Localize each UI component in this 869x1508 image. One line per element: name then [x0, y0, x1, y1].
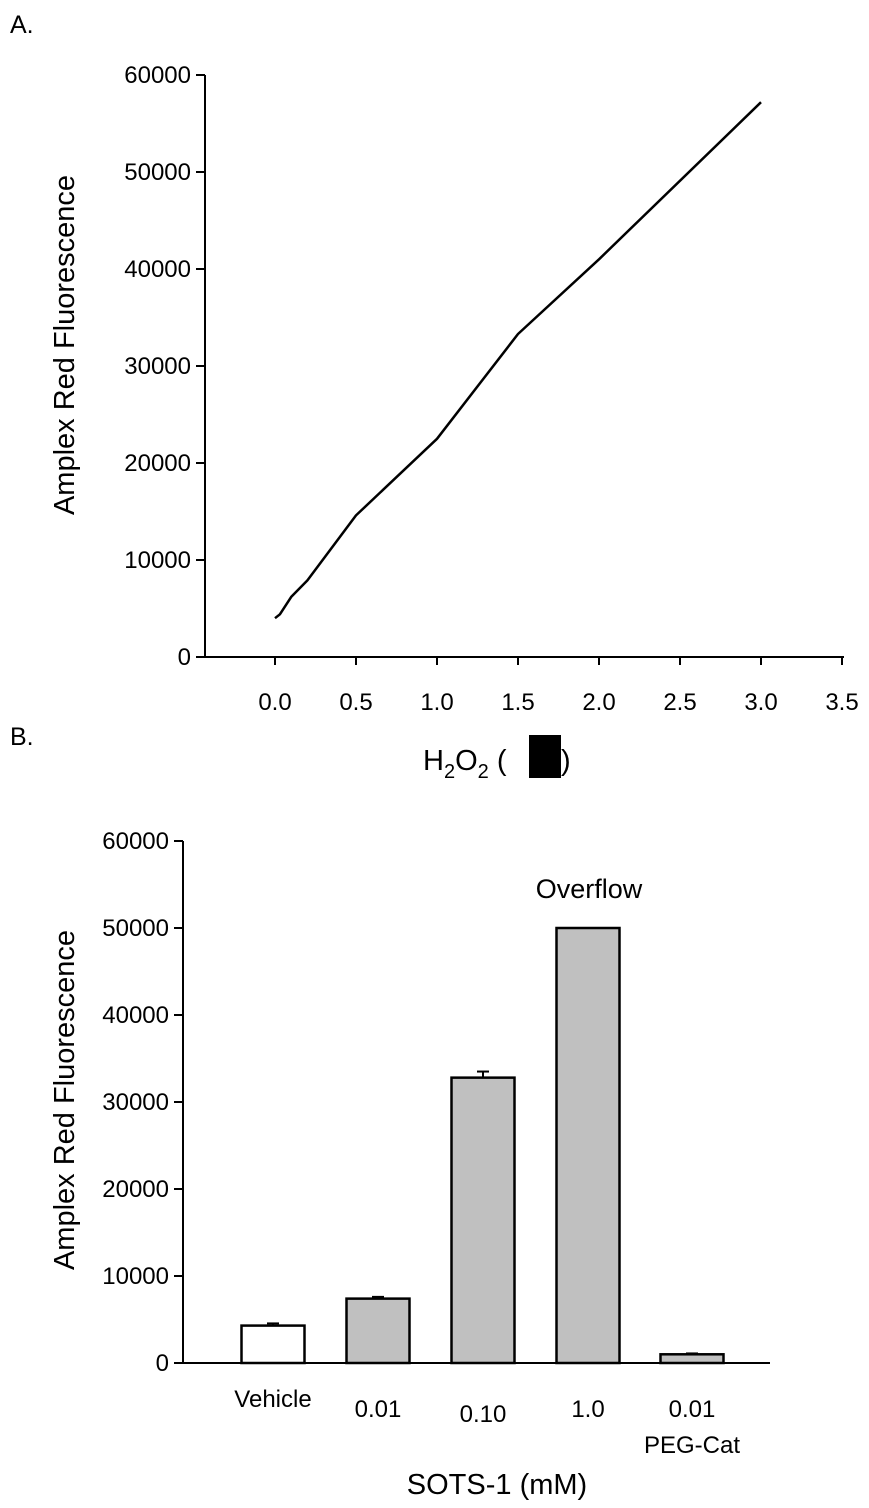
y-tick-label: 40000 — [102, 1002, 169, 1029]
x-axis-title-open: ( — [489, 745, 507, 777]
line-chart: 0 10000 20000 30000 40000 50000 60000 0.0 0.5 1.… — [49, 62, 859, 783]
y-tick-label: 10000 — [102, 1263, 169, 1290]
y-tick-label: 10000 — [124, 547, 191, 574]
y-tick-label: 40000 — [124, 256, 191, 283]
panel-b-label: B. — [10, 723, 34, 751]
x-tick-labels: Vehicle 0.01 0.10 1.0 0.01 PEG-Cat — [234, 1386, 740, 1459]
bar-chart: 0 10000 20000 30000 40000 50000 60000 Vehicle 0… — [49, 828, 770, 1501]
bar — [345, 1297, 411, 1365]
redaction-box — [529, 735, 561, 778]
x-axis-title-o: O — [455, 745, 478, 777]
category-label: 0.01 — [669, 1396, 716, 1423]
x-tick-label: 2.0 — [582, 689, 615, 716]
overflow-annotation: Overflow — [536, 874, 643, 904]
bar — [659, 1353, 725, 1365]
category-sublabel: PEG-Cat — [644, 1432, 740, 1459]
y-tick-label: 60000 — [124, 62, 191, 89]
y-axis-title: Amplex Red Fluorescence — [49, 930, 81, 1270]
panel-a-label: A. — [10, 11, 34, 39]
y-tick-label: 0 — [178, 644, 191, 671]
x-axis-title-sub2: 2 — [478, 761, 489, 783]
x-tick-label: 1.5 — [501, 689, 534, 716]
x-tick-label: 0.5 — [339, 689, 372, 716]
series-line — [274, 101, 762, 620]
bar — [450, 1076, 516, 1365]
y-ticks: 0 10000 20000 30000 40000 50000 60000 — [102, 828, 183, 1377]
category-label: Vehicle — [234, 1386, 311, 1413]
x-axis-title: SOTS-1 (mM) — [407, 1469, 587, 1501]
y-tick-label: 0 — [156, 1350, 169, 1377]
y-tick-label: 50000 — [124, 159, 191, 186]
x-tick-label: 2.5 — [663, 689, 696, 716]
x-tick-label: 0.0 — [258, 689, 291, 716]
y-tick-label: 60000 — [102, 828, 169, 855]
x-ticks: 0.0 0.5 1.0 1.5 2.0 2.5 3.0 3.5 — [258, 657, 859, 716]
bar — [240, 1324, 306, 1365]
y-tick-label: 20000 — [124, 450, 191, 477]
y-ticks: 0 10000 20000 30000 40000 50000 60000 — [124, 62, 205, 671]
y-axis-title: Amplex Red Fluorescence — [49, 175, 81, 515]
x-axis-title-close: ) — [561, 745, 571, 777]
category-label: 1.0 — [571, 1396, 604, 1423]
x-axis-title-h: H — [423, 745, 444, 777]
x-axis-title-sub1: 2 — [444, 761, 455, 783]
x-axis-title: H2O2 ( — [423, 745, 507, 783]
y-tick-label: 20000 — [102, 1176, 169, 1203]
bars — [240, 926, 725, 1365]
y-tick-label: 30000 — [124, 353, 191, 380]
bar — [555, 926, 621, 1365]
y-tick-label: 50000 — [102, 915, 169, 942]
x-tick-label: 1.0 — [420, 689, 453, 716]
category-label: 0.10 — [460, 1401, 507, 1428]
y-tick-label: 30000 — [102, 1089, 169, 1116]
category-label: 0.01 — [355, 1396, 402, 1423]
x-tick-label: 3.5 — [825, 689, 858, 716]
x-tick-label: 3.0 — [744, 689, 777, 716]
